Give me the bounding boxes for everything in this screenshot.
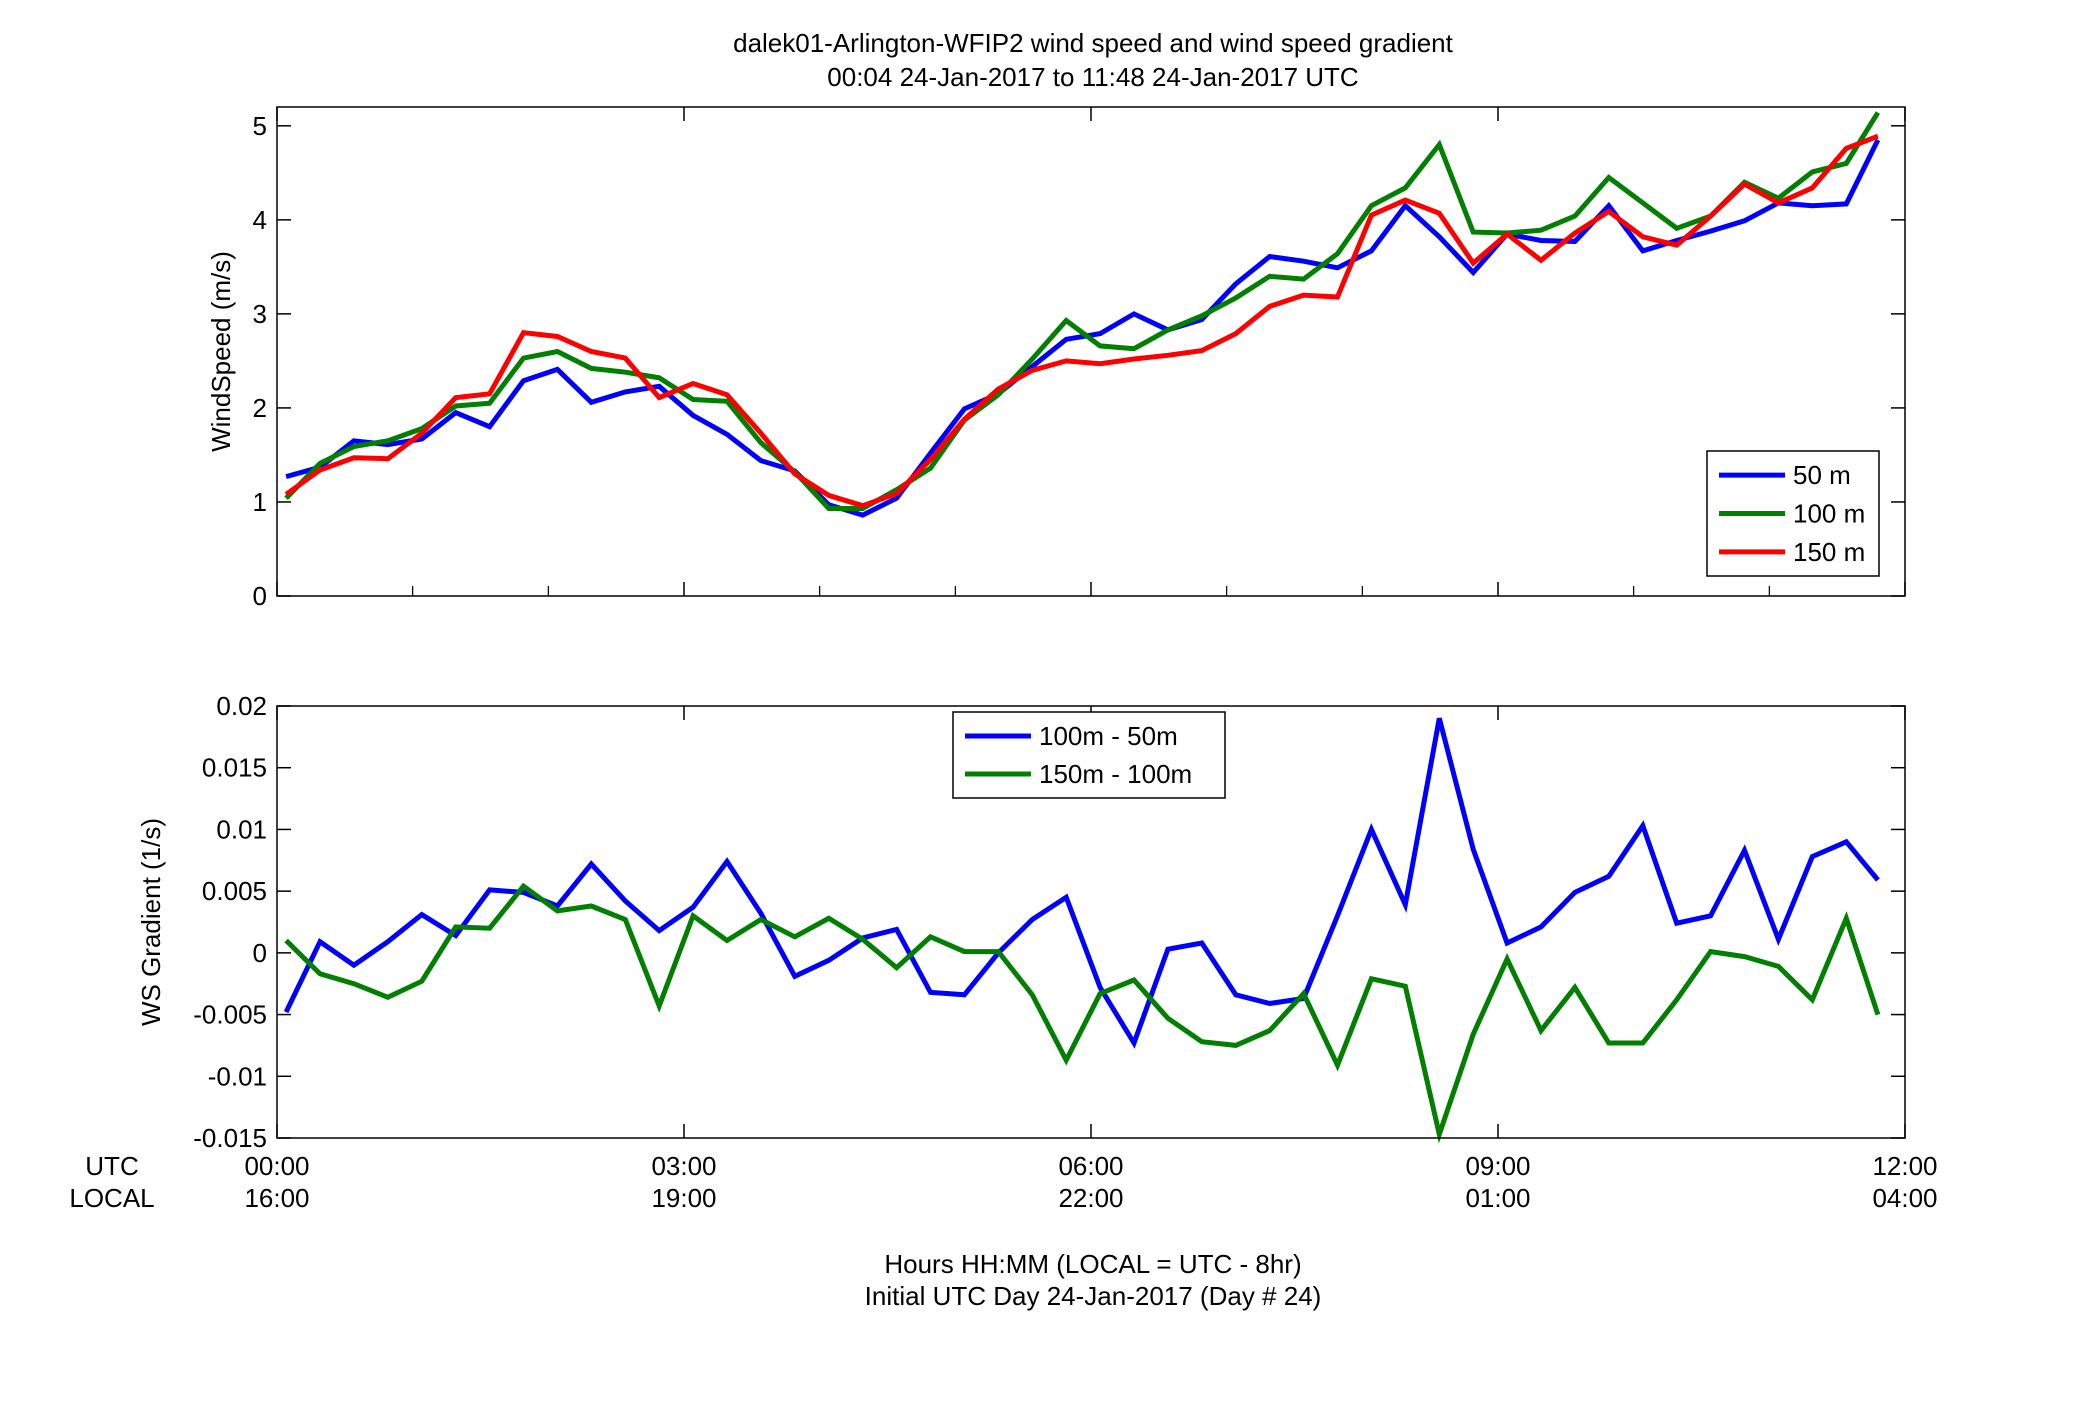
windspeed-y-ticks: 0 1 2 3 4 5	[253, 107, 1906, 611]
y-tick-label: -0.01	[208, 1061, 267, 1091]
series-line-150m-100m	[284, 882, 1881, 1144]
utc-tick-label: 00:00	[244, 1151, 309, 1181]
local-tick-label: 22:00	[1058, 1183, 1123, 1213]
legend-label: 100 m	[1793, 499, 1865, 529]
y-tick-label: -0.015	[193, 1123, 267, 1153]
y-tick-label: -0.005	[193, 1000, 267, 1030]
y-tick-label: 0.015	[202, 753, 267, 783]
local-tick-label: 01:00	[1465, 1183, 1530, 1213]
gradient-plot-area	[283, 717, 1881, 1144]
gradient-y-axis-label: WS Gradient (1/s)	[136, 818, 166, 1026]
windspeed-legend: 50 m 100 m 150 m	[1706, 450, 1880, 577]
y-tick-label: 0.02	[216, 691, 267, 721]
chart-title-line2: 00:04 24-Jan-2017 to 11:48 24-Jan-2017 U…	[827, 62, 1358, 92]
windspeed-plot-area	[284, 111, 1881, 518]
utc-row-label: UTC	[85, 1151, 138, 1181]
y-tick-label: 0.005	[202, 876, 267, 906]
utc-tick-label: 06:00	[1058, 1151, 1123, 1181]
x-axis-label-line1: Hours HH:MM (LOCAL = UTC - 8hr)	[884, 1249, 1301, 1279]
gradient-y-ticks: -0.015 -0.01 -0.005 0 0.005 0.01 0.015 0.02	[193, 691, 1906, 1153]
y-tick-label: 0.01	[216, 814, 267, 844]
y-tick-label: 1	[253, 487, 267, 517]
y-tick-label: 0	[253, 938, 267, 968]
x-axis-label-line2: Initial UTC Day 24-Jan-2017 (Day # 24)	[865, 1281, 1322, 1311]
y-tick-label: 2	[253, 393, 267, 423]
local-tick-label: 16:00	[244, 1183, 309, 1213]
y-tick-label: 4	[253, 205, 267, 235]
y-tick-label: 3	[253, 299, 267, 329]
legend-label: 100m - 50m	[1039, 721, 1178, 751]
y-tick-label: 5	[253, 111, 267, 141]
local-tick-label: 04:00	[1872, 1183, 1937, 1213]
chart-title-line1: dalek01-Arlington-WFIP2 wind speed and w…	[733, 28, 1454, 58]
series-line-100-m	[284, 111, 1881, 511]
windspeed-panel: 0 1 2 3 4 5 WindSpeed (m/s) 50 m 100 m 150 m	[206, 106, 1906, 611]
y-tick-label: 0	[253, 581, 267, 611]
local-tick-label: 19:00	[651, 1183, 716, 1213]
legend-box	[952, 711, 1226, 799]
legend-label: 150 m	[1793, 537, 1865, 567]
series-line-150-m	[284, 133, 1879, 509]
windspeed-y-axis-label: WindSpeed (m/s)	[206, 251, 236, 452]
gradient-panel: -0.015 -0.01 -0.005 0 0.005 0.01 0.015 0.02 WS …	[136, 691, 1906, 1153]
utc-tick-label: 12:00	[1872, 1151, 1937, 1181]
local-row-label: LOCAL	[69, 1183, 154, 1213]
legend-label: 50 m	[1793, 460, 1851, 490]
utc-tick-label: 03:00	[651, 1151, 716, 1181]
utc-tick-label: 09:00	[1465, 1151, 1530, 1181]
legend-label: 150m - 100m	[1039, 759, 1192, 789]
gradient-legend: 100m - 50m 150m - 100m	[952, 711, 1226, 799]
